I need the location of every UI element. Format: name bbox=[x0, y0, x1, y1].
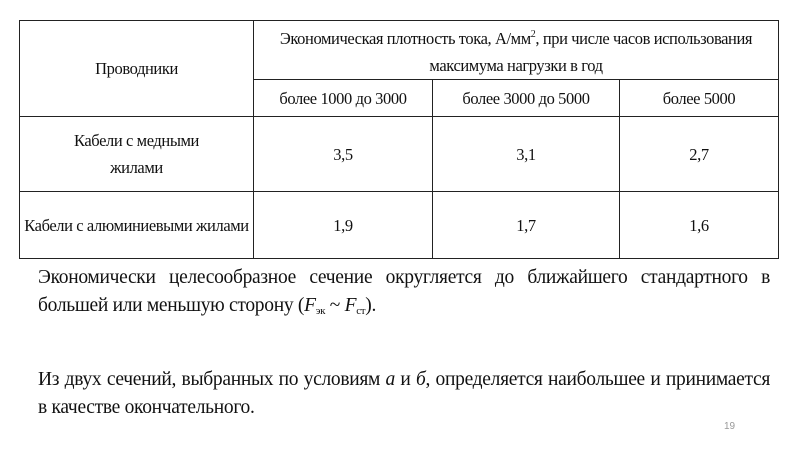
table-cell: 1,7 bbox=[432, 191, 620, 259]
header-density-text: Экономическая плотность тока, А/мм bbox=[279, 29, 531, 48]
paragraph-rounding: Экономически целесообразное сечение окру… bbox=[38, 264, 770, 325]
current-density-table: Проводники Экономическая плотность тока,… bbox=[19, 20, 779, 259]
header-column: более 3000 до 5000 bbox=[432, 79, 620, 117]
subscript: эк bbox=[315, 305, 326, 317]
page-number: 19 bbox=[724, 421, 736, 432]
table-cell: 1,6 bbox=[619, 191, 779, 259]
header-density-text-rest: , при числе часов использования максимум… bbox=[429, 29, 753, 75]
paragraph-text: Из двух сечений, выбранных по условиям bbox=[38, 369, 386, 390]
table-cell: 3,1 bbox=[432, 116, 620, 192]
symbol-f: F bbox=[304, 295, 316, 316]
header-density: Экономическая плотность тока, А/мм2, при… bbox=[253, 20, 779, 80]
header-conductors: Проводники bbox=[19, 20, 254, 117]
row-label: Кабели с алюминиевыми жилами bbox=[19, 191, 254, 259]
condition-b: б bbox=[416, 369, 426, 390]
table-row: Кабели с алюминиевыми жилами 1,9 1,7 1,6 bbox=[19, 191, 779, 259]
header-column: более 5000 bbox=[619, 79, 779, 117]
header-column: более 1000 до 3000 bbox=[253, 79, 433, 117]
condition-a: а bbox=[385, 369, 396, 390]
table-row: Кабели с медными жилами 3,5 3,1 2,7 bbox=[19, 116, 779, 192]
table-cell: 3,5 bbox=[253, 116, 433, 192]
table-cell: 2,7 bbox=[619, 116, 779, 192]
row-label: Кабели с медными жилами bbox=[19, 116, 254, 192]
table-cell: 1,9 bbox=[253, 191, 433, 259]
tilde: ~ bbox=[325, 295, 345, 316]
paragraph-text: и bbox=[395, 369, 417, 390]
paragraph-text: Экономически целесообразное сечение окру… bbox=[38, 267, 770, 316]
paragraph-text: , определяется наибольшее и принимается … bbox=[38, 369, 771, 418]
paragraph-end: ). bbox=[365, 295, 377, 316]
paragraph-selection: Из двух сечений, выбранных по условиям а… bbox=[38, 366, 770, 422]
subscript: ст bbox=[356, 305, 366, 317]
superscript: 2 bbox=[530, 29, 536, 40]
symbol-f: F bbox=[344, 295, 357, 316]
